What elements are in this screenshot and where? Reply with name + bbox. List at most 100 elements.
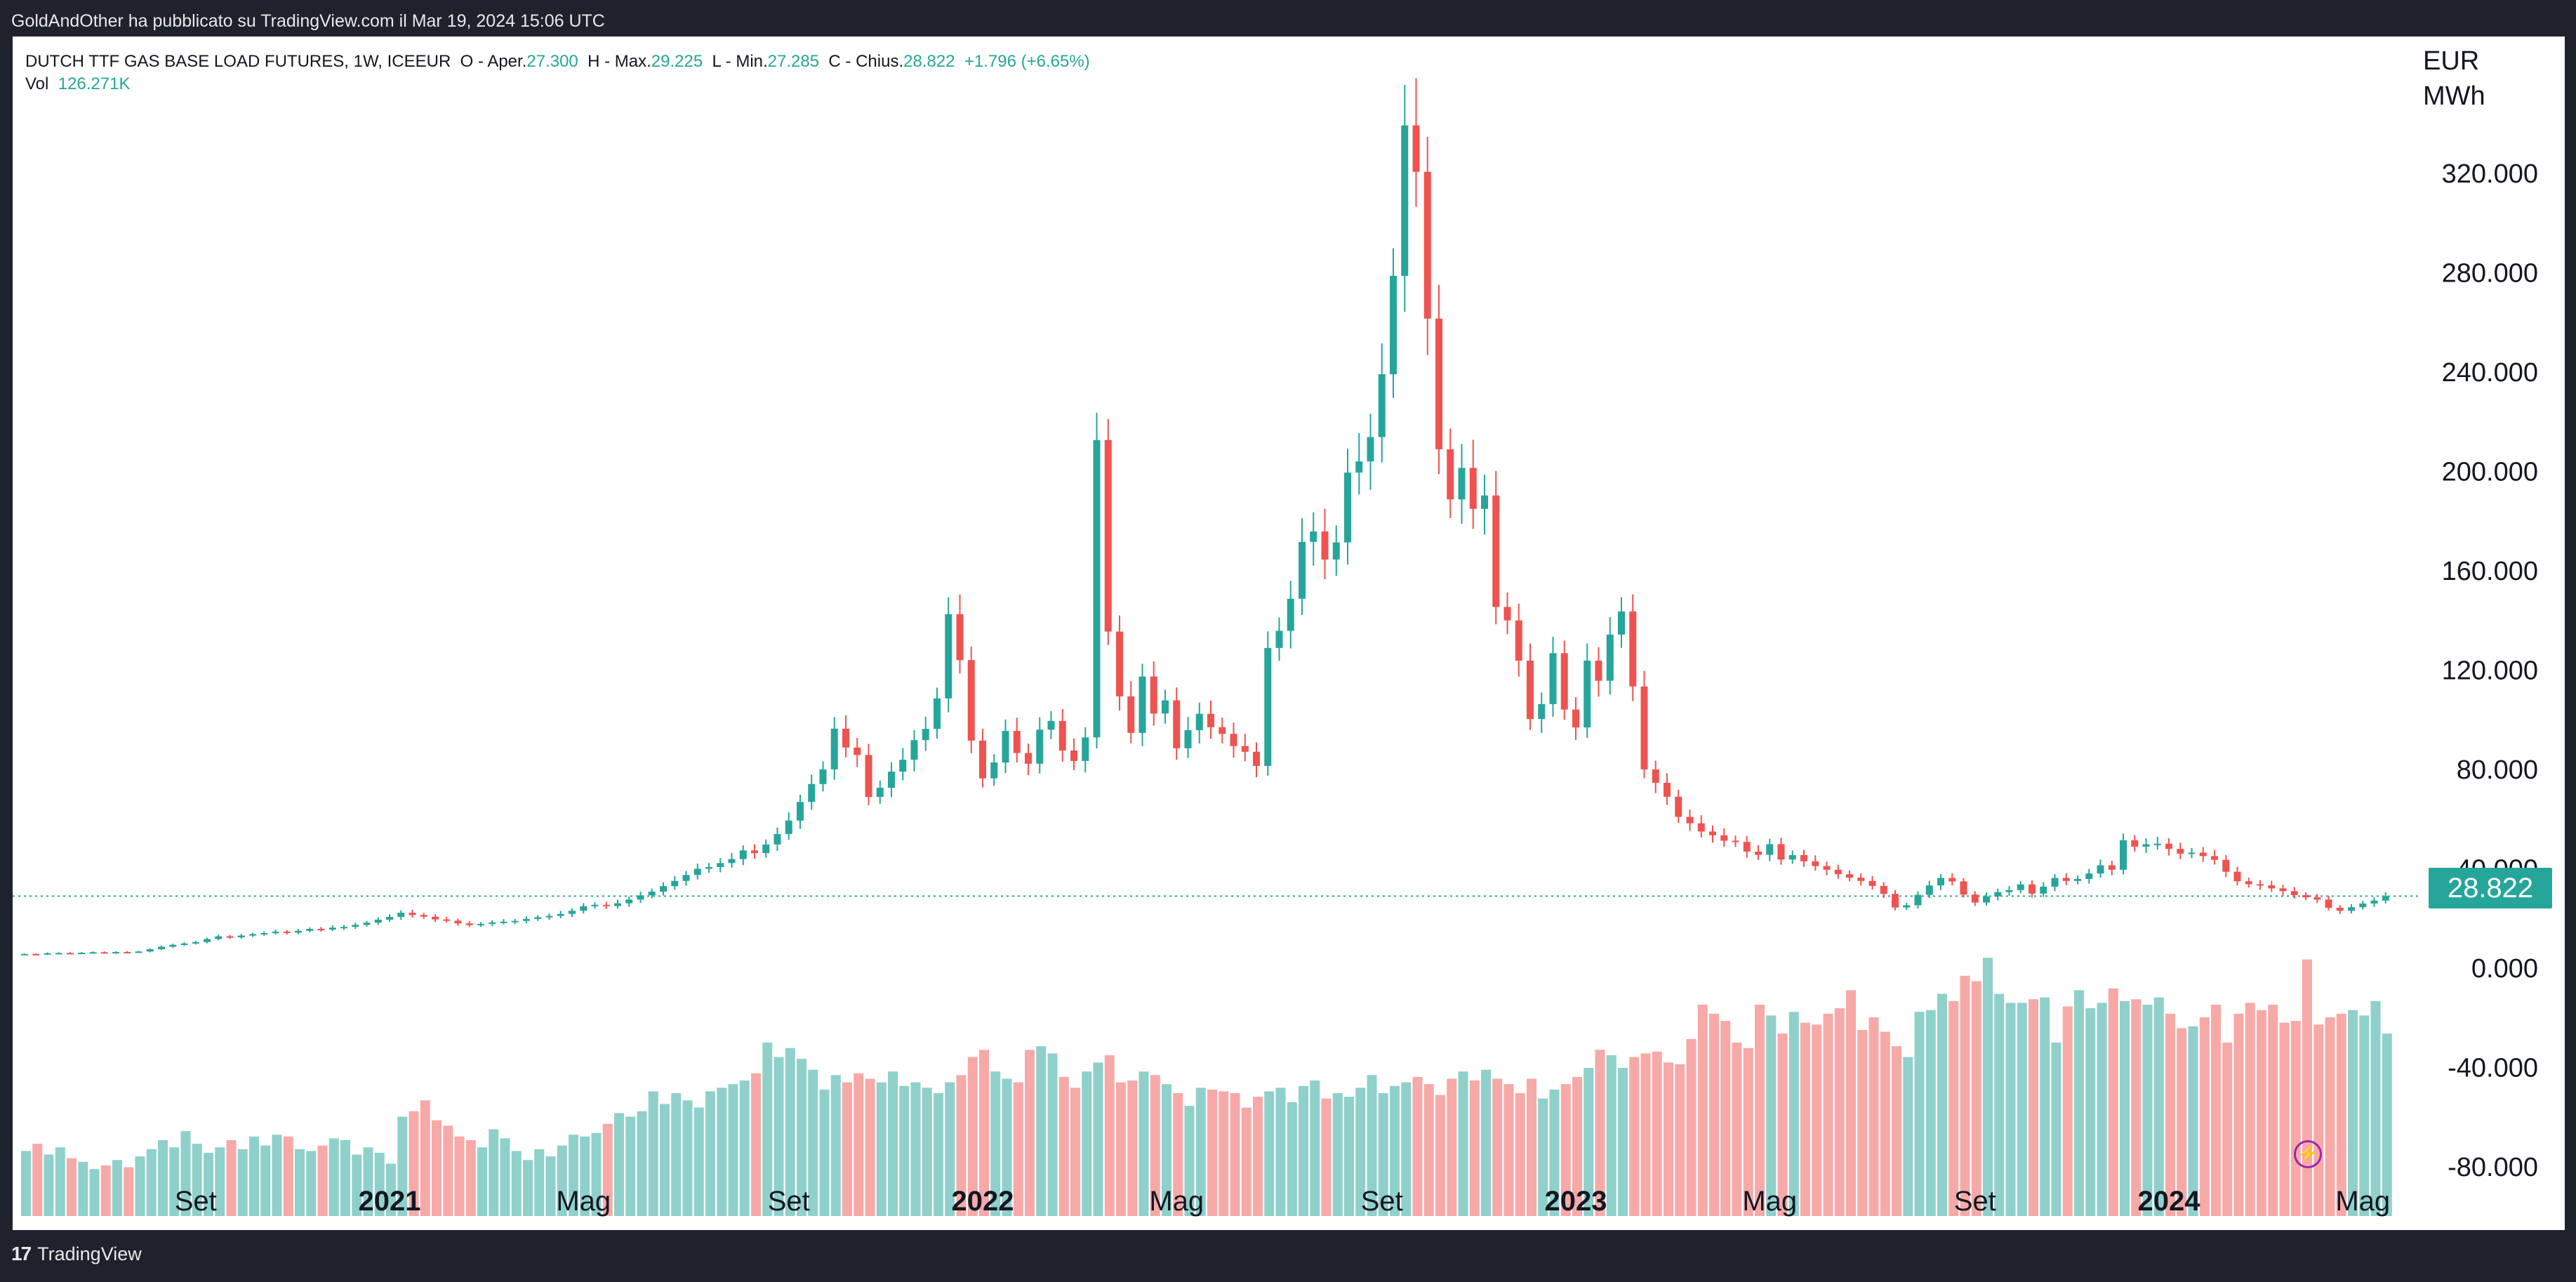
volume-bar <box>409 1111 419 1216</box>
volume-bar <box>842 1082 852 1216</box>
y-tick-label: -80.000 <box>2448 1153 2538 1182</box>
candle-body <box>1892 894 1899 908</box>
price-chart[interactable]: 320.000 280.000 240.000 200.000 160.000 120.0… <box>13 37 2565 1230</box>
volume-bar <box>511 1151 522 1216</box>
candle-body <box>1880 885 1887 894</box>
candle-body <box>260 933 268 935</box>
candle-body <box>21 953 28 956</box>
volume-bar <box>602 1123 613 1216</box>
candle-body <box>1435 318 1442 449</box>
candle-body <box>1401 125 1409 276</box>
candle-body <box>489 922 496 924</box>
candle-body <box>2382 896 2389 901</box>
candle-body <box>1560 653 1568 710</box>
candle-body <box>1595 660 1602 681</box>
candle-body <box>306 929 314 931</box>
volume-bar <box>990 1071 1001 1216</box>
candle-body <box>192 941 199 944</box>
volume-bar <box>2108 988 2118 1216</box>
volume-bar <box>1481 1069 1491 1216</box>
candle-body <box>602 904 610 906</box>
y-tick-label: -40.000 <box>2448 1054 2538 1083</box>
volume-bar <box>443 1125 453 1216</box>
candle-body <box>158 946 165 950</box>
candle-body <box>249 934 256 936</box>
volume-bar <box>2074 990 2084 1216</box>
volume-bar <box>1241 1107 1252 1216</box>
candle-body <box>1469 468 1477 509</box>
volume-bar <box>1219 1091 1229 1216</box>
candle-body <box>1857 878 1865 881</box>
volume-bar <box>1378 1093 1388 1216</box>
lightning-icon[interactable]: ⚡ <box>2294 1140 2322 1168</box>
volume-bar <box>1755 1004 1765 1216</box>
candle-body <box>89 952 97 954</box>
candle-body <box>1823 866 1831 870</box>
candle-body <box>842 728 849 748</box>
volume-bar <box>1834 1008 1845 1216</box>
legend-volume-line: Vol 126.271K <box>25 73 1090 95</box>
volume-bar <box>169 1147 180 1216</box>
volume-bar <box>671 1093 682 1216</box>
candle-body <box>739 850 747 859</box>
volume-bar <box>1595 1050 1605 1216</box>
candle-body <box>1686 817 1694 824</box>
candle-body <box>1332 542 1340 560</box>
volume-bar <box>204 1152 213 1216</box>
candle-body <box>146 949 154 952</box>
candle-body <box>226 936 234 938</box>
candle-body <box>2279 888 2287 892</box>
candle-body <box>1994 892 2002 897</box>
candle-body <box>1914 894 1922 906</box>
volume-bar <box>1823 1013 1833 1216</box>
volume-bar <box>1686 1038 1697 1216</box>
candle-body <box>557 913 564 916</box>
candle-body <box>1230 734 1237 746</box>
volume-bar <box>888 1071 898 1216</box>
candle-body <box>1834 869 1842 875</box>
candle-body <box>1732 840 1739 842</box>
candle-body <box>888 772 895 788</box>
legend-vol-value: 126.271K <box>58 74 131 93</box>
candle-body <box>1299 541 1306 599</box>
volume-bar <box>1709 1013 1719 1216</box>
chart-legend: DUTCH TTF GAS BASE LOAD FUTURES, 1W, ICE… <box>25 51 1090 95</box>
candle-body <box>1697 823 1705 832</box>
candle-body <box>1138 676 1146 733</box>
volume-bar <box>363 1147 373 1216</box>
candle-body <box>1082 737 1089 761</box>
footer-brand-text: TradingView <box>37 1243 142 1264</box>
volume-bar <box>1664 1062 1673 1216</box>
candle-body <box>1207 713 1214 727</box>
volume-bar <box>1173 1093 1183 1216</box>
volume-bar <box>819 1089 830 1216</box>
volume-bar <box>477 1147 487 1216</box>
volume-bar <box>956 1075 967 1216</box>
candle-body <box>945 614 952 699</box>
volume-bar <box>1435 1095 1445 1216</box>
volume-bar <box>614 1113 624 1216</box>
candle-body <box>774 833 781 845</box>
candle-body <box>1503 607 1511 621</box>
candle-body <box>409 913 416 916</box>
volume-bar <box>1412 1076 1423 1216</box>
x-tick-label: 2023 <box>1545 1186 1607 1217</box>
volume-bar <box>910 1082 921 1216</box>
volume-bar <box>2131 999 2142 1216</box>
currency-unit-label[interactable]: EUR MWh <box>2415 44 2547 114</box>
volume-bar <box>1606 1055 1616 1216</box>
candle-body <box>1640 686 1648 769</box>
candle-body <box>1812 861 1819 866</box>
chart-panel[interactable]: 320.000 280.000 240.000 200.000 160.000 120.0… <box>13 37 2565 1230</box>
candle-body <box>693 868 701 875</box>
candle-body <box>363 923 371 925</box>
candle-body <box>614 903 621 906</box>
volume-bar <box>569 1135 578 1216</box>
candle-body <box>682 875 690 881</box>
candle-body <box>500 921 507 923</box>
candle-body <box>1549 653 1557 704</box>
volume-bar <box>1047 1053 1058 1216</box>
candle-body <box>2233 871 2241 882</box>
candle-body <box>2302 894 2309 898</box>
candle-body <box>1378 374 1386 437</box>
